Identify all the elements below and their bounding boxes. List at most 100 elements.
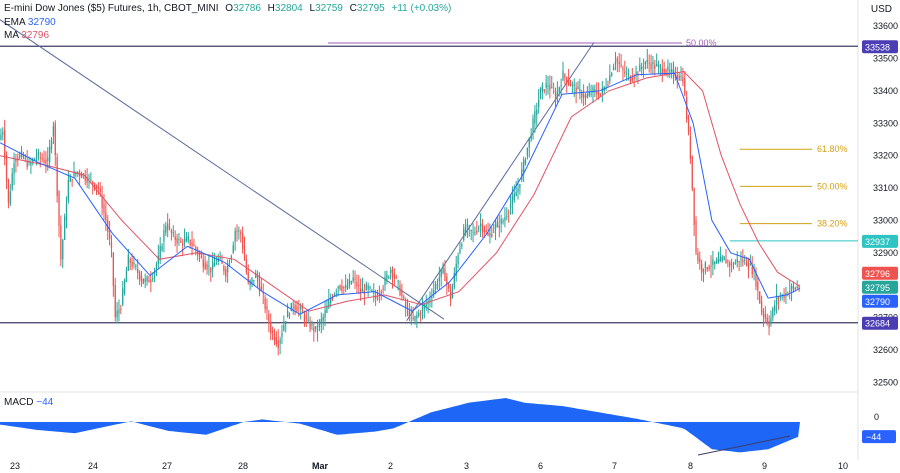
- candle-body: [326, 306, 328, 313]
- candle-body: [680, 76, 682, 78]
- candle: [43, 150, 45, 165]
- candle-body: [221, 262, 223, 264]
- candle: [198, 250, 201, 263]
- candle-body: [300, 306, 302, 310]
- candle-body: [198, 252, 201, 256]
- candle-body: [311, 324, 313, 326]
- candle: [599, 93, 602, 97]
- candle-body: [522, 159, 525, 172]
- candle: [294, 301, 296, 316]
- candle-body: [339, 285, 341, 290]
- candle: [213, 253, 216, 267]
- candle: [219, 251, 221, 261]
- candle-body: [685, 97, 688, 120]
- candle: [172, 225, 174, 238]
- candle-body: [648, 62, 650, 64]
- candle-body: [200, 256, 203, 258]
- x-tick-label: 27: [162, 461, 172, 471]
- candle-body: [586, 94, 589, 98]
- candle-body: [627, 73, 630, 75]
- candle: [730, 258, 733, 273]
- ema-legend[interactable]: EMA 32790: [4, 17, 56, 28]
- candle: [508, 209, 510, 223]
- candle-body: [142, 278, 144, 284]
- y-tick-label: 33100: [873, 183, 898, 193]
- ema-value: 32790: [27, 17, 56, 28]
- candle: [391, 266, 394, 289]
- candle-body: [303, 314, 306, 322]
- candle: [285, 320, 287, 333]
- candle: [434, 281, 437, 295]
- candle: [240, 229, 242, 243]
- candle-body: [211, 261, 214, 269]
- candle-body: [178, 239, 180, 241]
- candle: [161, 243, 163, 252]
- candle-body: [511, 195, 514, 205]
- candle: [661, 59, 663, 83]
- x-tick-label: 2: [388, 461, 393, 471]
- candle: [470, 229, 472, 241]
- price-badge-4: [862, 294, 898, 308]
- candle-body: [243, 246, 246, 260]
- candle-body: [260, 286, 263, 291]
- price-badge-label-5: 32684: [865, 319, 890, 329]
- candle: [114, 277, 116, 322]
- macd-badge-label: −44: [866, 432, 881, 442]
- candle: [789, 280, 791, 300]
- macd-legend[interactable]: MACD −44: [4, 397, 53, 408]
- candle-body: [594, 89, 596, 91]
- candle: [710, 255, 712, 278]
- macd-divergence-line: [697, 435, 791, 456]
- candle-body: [138, 272, 141, 280]
- candle-body: [123, 280, 126, 294]
- candle-body: [494, 224, 497, 230]
- candle-body: [626, 72, 628, 74]
- candle: [416, 311, 418, 329]
- candle: [650, 54, 652, 74]
- candle-body: [197, 249, 199, 255]
- candle: [170, 228, 173, 241]
- candle-body: [699, 258, 701, 263]
- candle: [545, 74, 547, 96]
- candle: [108, 220, 111, 246]
- candle-body: [285, 321, 287, 325]
- candle-body: [421, 306, 424, 312]
- candle-body: [189, 239, 191, 245]
- candle: [680, 66, 682, 82]
- candle: [631, 68, 633, 83]
- candle: [479, 213, 482, 238]
- candle-body: [650, 63, 652, 69]
- candle: [386, 270, 388, 285]
- candle: [463, 223, 465, 242]
- candle: [573, 78, 575, 97]
- candle-body: [386, 274, 388, 282]
- candle-body: [161, 245, 163, 251]
- candle: [401, 283, 403, 301]
- candle: [348, 273, 351, 289]
- candle: [478, 225, 480, 233]
- candle-body: [669, 69, 671, 72]
- candle-body: [442, 264, 444, 274]
- candle: [639, 57, 641, 72]
- candle-body: [99, 188, 101, 193]
- candle-body: [710, 265, 712, 268]
- candle-body: [341, 285, 343, 291]
- candle-body: [434, 283, 437, 290]
- candle-body: [277, 340, 279, 349]
- candle-body: [656, 63, 658, 66]
- candle: [356, 274, 358, 294]
- candle: [762, 308, 765, 327]
- candle: [590, 84, 592, 98]
- candle-body: [133, 262, 135, 265]
- ma-legend[interactable]: MA 32796: [4, 30, 49, 41]
- candle-body: [719, 256, 722, 262]
- time-axis: 23 24 27 28 Mar 2 3 6 7 8 9 10: [10, 461, 848, 471]
- candle-body: [740, 258, 742, 260]
- candle-body: [534, 111, 536, 124]
- candle-body: [657, 64, 660, 67]
- fib-label-2: 38.20%: [817, 219, 848, 229]
- candle-body: [474, 232, 476, 234]
- candle-body: [7, 179, 10, 203]
